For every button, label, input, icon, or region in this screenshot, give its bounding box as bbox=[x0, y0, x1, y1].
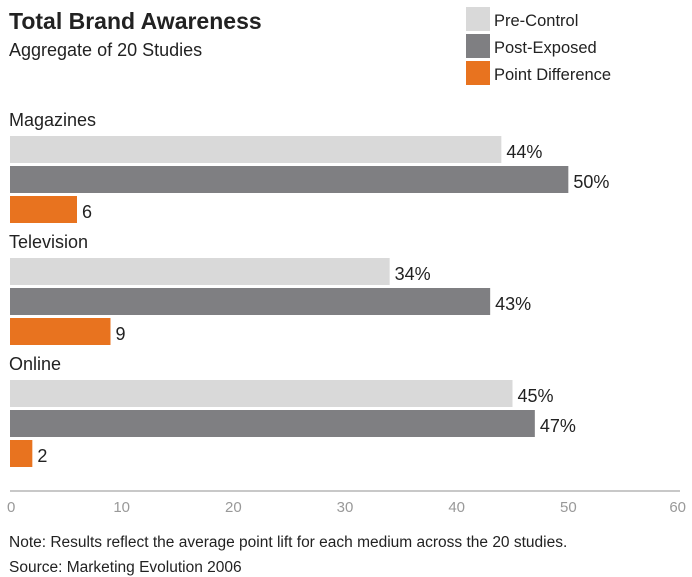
data-label: 50% bbox=[573, 172, 609, 192]
data-label: 44% bbox=[506, 142, 542, 162]
bar bbox=[10, 440, 33, 467]
data-label: 6 bbox=[82, 202, 92, 222]
category-label: Television bbox=[9, 232, 88, 252]
chart-title: Total Brand Awareness bbox=[9, 8, 262, 34]
tick-label: 40 bbox=[448, 499, 465, 516]
legend-swatch bbox=[466, 34, 490, 58]
tick-label: 60 bbox=[669, 499, 686, 516]
tick-label: 50 bbox=[560, 499, 577, 516]
bar bbox=[10, 380, 513, 407]
bar bbox=[10, 136, 502, 163]
category-label: Magazines bbox=[9, 110, 96, 130]
bar bbox=[10, 410, 535, 437]
legend-label: Post-Exposed bbox=[494, 39, 597, 57]
bar-group: Magazines 44% 50% 6 bbox=[9, 110, 609, 223]
x-axis: 0 10 20 30 40 50 60 bbox=[7, 490, 686, 516]
legend-label: Pre-Control bbox=[494, 12, 578, 30]
data-label: 2 bbox=[37, 446, 47, 466]
legend-label: Point Difference bbox=[494, 66, 611, 84]
bar-groups: Magazines 44% 50% 6 Television 34% 43% 9 Online 4… bbox=[9, 110, 609, 467]
category-label: Online bbox=[9, 354, 61, 374]
bar bbox=[10, 318, 111, 345]
legend-swatch bbox=[466, 61, 490, 85]
bar bbox=[10, 196, 77, 223]
bar-group: Online 45% 47% 2 bbox=[9, 354, 576, 467]
tick-label: 0 bbox=[7, 499, 15, 516]
tick-label: 30 bbox=[337, 499, 354, 516]
chart-subtitle: Aggregate of 20 Studies bbox=[9, 40, 202, 60]
bar-group: Television 34% 43% 9 bbox=[9, 232, 531, 345]
chart-source: Source: Marketing Evolution 2006 bbox=[9, 559, 242, 576]
tick-label: 20 bbox=[225, 499, 242, 516]
legend-swatch bbox=[466, 7, 490, 31]
data-label: 34% bbox=[395, 264, 431, 284]
legend: Pre-Control Post-Exposed Point Difference bbox=[466, 7, 611, 85]
chart-note: Note: Results reflect the average point … bbox=[9, 534, 567, 551]
tick-label: 10 bbox=[113, 499, 130, 516]
bar bbox=[10, 258, 390, 285]
data-label: 45% bbox=[518, 386, 554, 406]
data-label: 47% bbox=[540, 416, 576, 436]
bar bbox=[10, 166, 569, 193]
data-label: 9 bbox=[116, 324, 126, 344]
bar bbox=[10, 288, 491, 315]
data-label: 43% bbox=[495, 294, 531, 314]
